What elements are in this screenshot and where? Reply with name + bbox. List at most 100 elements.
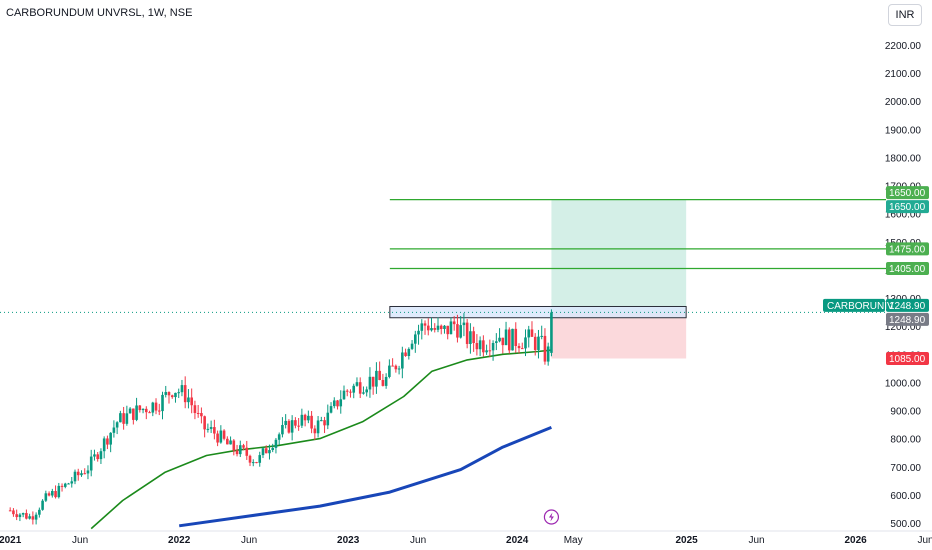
price-label: 1650.00 <box>886 186 929 199</box>
candle-body <box>129 409 132 414</box>
candle-body <box>171 395 174 397</box>
candle-body <box>255 462 258 463</box>
candle-body <box>197 413 200 414</box>
price-label-text: 1085.00 <box>889 354 926 365</box>
candle-body <box>258 455 261 463</box>
candle-body <box>505 329 508 345</box>
target-zone <box>551 200 686 313</box>
candle-body <box>190 397 193 405</box>
candle-body <box>398 368 401 369</box>
candle-body <box>54 491 57 497</box>
candle-body <box>61 486 64 487</box>
candle-body <box>469 331 472 344</box>
x-tick-label: May <box>564 535 583 546</box>
x-tick-label: Jun <box>241 535 257 546</box>
candle-body <box>226 439 229 445</box>
candle-body <box>362 392 365 393</box>
candle-body <box>67 483 70 484</box>
resistance-zone <box>390 306 686 317</box>
candle-body <box>45 493 48 500</box>
candle-body <box>514 329 517 346</box>
y-tick-label: 500.00 <box>890 519 921 530</box>
candle-body <box>181 385 184 392</box>
candle <box>550 309 553 356</box>
candle-body <box>307 416 310 420</box>
candle-body <box>359 382 362 394</box>
candle-body <box>35 515 38 520</box>
candle-body <box>239 445 242 454</box>
candle-body <box>369 377 372 390</box>
candle-body <box>216 434 219 443</box>
candle-body <box>433 328 436 330</box>
candle-body <box>139 405 142 410</box>
candle-body <box>177 392 180 393</box>
candle-body <box>106 438 109 444</box>
candle-body <box>524 337 527 348</box>
candle-body <box>148 412 151 413</box>
candle-body <box>22 513 25 515</box>
candle-body <box>194 405 197 413</box>
candle-body <box>408 349 411 356</box>
candle-body <box>284 421 287 425</box>
candle-body <box>443 326 446 329</box>
candle-body <box>203 416 206 429</box>
candle-body <box>550 312 553 352</box>
candle-body <box>378 371 381 380</box>
x-tick-label: 2023 <box>337 535 360 546</box>
candle-body <box>119 413 122 422</box>
candle-body <box>164 392 167 395</box>
price-label: 1475.00 <box>886 242 929 255</box>
candle-body <box>64 484 67 487</box>
event-marker[interactable] <box>544 510 558 524</box>
candle-body <box>142 409 145 410</box>
candle-body <box>275 440 278 448</box>
candle-body <box>25 513 28 519</box>
candle-body <box>103 438 106 451</box>
candle-body <box>479 340 482 349</box>
candle-body <box>414 334 417 343</box>
candle-body <box>339 399 342 406</box>
y-tick-label: 2200.00 <box>885 41 922 52</box>
candle-body <box>417 331 420 335</box>
x-tick-label: Jun <box>917 535 932 546</box>
candle-body <box>245 448 248 456</box>
candle-body <box>320 420 323 421</box>
x-tick-label: Jun <box>72 535 88 546</box>
candle-body <box>495 341 498 343</box>
candle-body <box>57 486 60 497</box>
price-label-text: 1248.90 <box>889 301 926 312</box>
candle-body <box>388 366 391 377</box>
currency-button[interactable]: INR <box>888 4 922 26</box>
candle-body <box>294 420 297 425</box>
candle-body <box>122 413 125 424</box>
x-tick-label: 2026 <box>844 535 867 546</box>
candle <box>511 329 514 351</box>
candle-body <box>382 380 385 386</box>
candle-body <box>365 389 368 392</box>
candle-body <box>168 392 171 395</box>
candle-body <box>310 416 313 429</box>
candle <box>288 419 291 434</box>
candle-body <box>395 366 398 370</box>
candle-body <box>489 350 492 351</box>
candle-body <box>446 326 449 334</box>
candle-body <box>440 326 443 329</box>
candle-body <box>333 400 336 406</box>
candle-body <box>521 348 524 349</box>
y-tick-label: 1900.00 <box>885 125 922 136</box>
candle-body <box>288 421 291 433</box>
candle-body <box>527 329 530 337</box>
price-label: 1248.90 <box>886 313 929 326</box>
candle-body <box>252 462 255 463</box>
candle-body <box>229 440 232 444</box>
candle-body <box>28 516 31 518</box>
y-tick-label: 2100.00 <box>885 69 922 80</box>
candle-body <box>534 337 537 350</box>
candle-body <box>349 392 352 393</box>
candle-body <box>531 329 534 336</box>
candle-body <box>346 391 349 392</box>
price-label-text: 1475.00 <box>889 244 926 255</box>
candle <box>508 327 511 353</box>
candle-body <box>83 473 86 474</box>
